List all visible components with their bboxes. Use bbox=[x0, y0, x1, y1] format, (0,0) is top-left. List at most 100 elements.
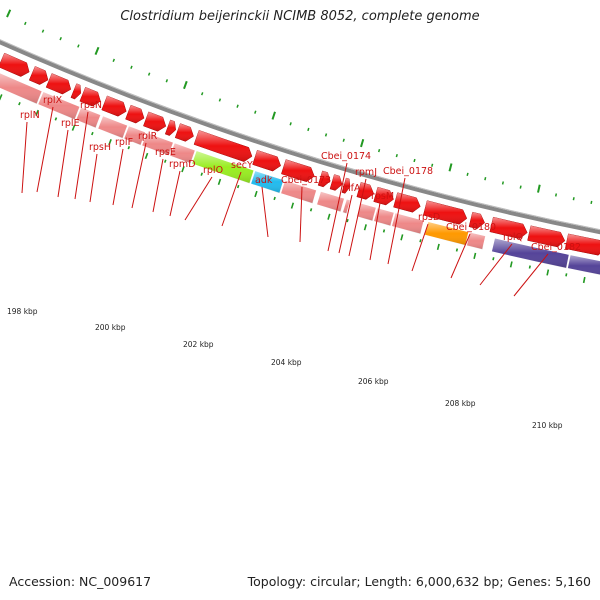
gene-label-leader bbox=[36, 106, 54, 193]
kbp-label: 202 kbp bbox=[183, 340, 214, 349]
gene-box-shade bbox=[250, 170, 284, 194]
track-tick bbox=[582, 276, 586, 284]
gene-label: Cbei_0180 bbox=[446, 222, 496, 233]
gene-label: rplF bbox=[115, 137, 133, 148]
cds-arrow-shade bbox=[356, 182, 374, 200]
scale-tick bbox=[6, 9, 12, 18]
track-tick bbox=[181, 166, 185, 173]
scale-tick bbox=[165, 79, 169, 83]
gene-box-shade bbox=[391, 212, 425, 235]
gene-label-leader bbox=[348, 178, 367, 257]
gene-label: rpsH bbox=[89, 142, 111, 153]
scale-tick bbox=[501, 181, 505, 185]
page-title: Clostridium beijerinckii NCIMB 8052, com… bbox=[120, 9, 480, 24]
track-tick bbox=[54, 117, 58, 121]
gene-label-leader bbox=[152, 158, 164, 213]
cds-arrow-shade bbox=[70, 83, 81, 100]
track-tick bbox=[108, 139, 112, 146]
cds-arrow-shade bbox=[79, 87, 101, 107]
gene-label: rpsE bbox=[155, 147, 176, 158]
track-tick bbox=[163, 159, 167, 163]
gene-label: secY bbox=[231, 160, 253, 171]
scale-tick bbox=[183, 80, 188, 90]
track-tick bbox=[91, 131, 94, 136]
backbone-highlight bbox=[0, 39, 600, 231]
gene-label: rplR bbox=[138, 131, 158, 142]
track-tick bbox=[509, 261, 513, 268]
gene-box-shade bbox=[169, 142, 196, 164]
gene-label-leader bbox=[479, 243, 513, 286]
gene-box-shade bbox=[0, 72, 43, 104]
scale-tick bbox=[218, 98, 222, 102]
cds-arrow-shade bbox=[318, 170, 331, 187]
track-tick bbox=[327, 213, 331, 220]
gene-label-leader bbox=[338, 194, 353, 254]
gene-box-shade bbox=[466, 232, 486, 250]
gene-box-shade bbox=[424, 221, 469, 246]
track-tick bbox=[200, 172, 203, 176]
gene-label: Cbei_0174 bbox=[321, 151, 371, 162]
scale-tick bbox=[236, 104, 239, 108]
scale-tick bbox=[448, 163, 453, 172]
kbp-label: 210 kbp bbox=[532, 421, 563, 430]
gene-box-shade bbox=[356, 203, 377, 221]
gene-box-shade bbox=[37, 91, 80, 120]
gene-box-shade bbox=[342, 198, 351, 214]
gene-label: Cbei_0178 bbox=[383, 166, 433, 177]
track-tick bbox=[419, 239, 422, 243]
track-tick bbox=[18, 102, 21, 106]
gene-label: adk bbox=[255, 175, 273, 186]
track-tick bbox=[382, 229, 386, 233]
scale-tick bbox=[130, 65, 133, 69]
track-tick bbox=[346, 218, 349, 223]
scale-tick bbox=[112, 58, 116, 63]
gene-label-leader bbox=[112, 148, 124, 206]
track-tick bbox=[290, 202, 295, 209]
gene-label-leader bbox=[21, 121, 28, 194]
track-tick bbox=[71, 124, 76, 131]
scale-tick bbox=[431, 163, 434, 167]
scale-tick bbox=[94, 46, 100, 56]
scale-tick bbox=[41, 29, 45, 33]
gene-box-shade bbox=[97, 115, 128, 139]
gene-label: rpmD bbox=[169, 159, 196, 170]
scale-tick bbox=[572, 197, 575, 201]
gene-label-leader bbox=[369, 202, 381, 261]
gene-box-shade bbox=[280, 180, 317, 204]
gene-label-leader bbox=[450, 233, 471, 279]
cds-arrow-shade bbox=[29, 66, 49, 85]
kbp-label: 198 kbp bbox=[7, 307, 38, 316]
summary-text: Topology: circular; Length: 6,000,632 bp… bbox=[247, 574, 591, 589]
cds-arrow-shade bbox=[393, 192, 421, 213]
scale-tick bbox=[466, 172, 469, 176]
cds-arrow-shade bbox=[252, 150, 281, 172]
gene-label: rplN bbox=[20, 110, 40, 121]
scale-tick bbox=[360, 138, 365, 148]
scale-tick bbox=[324, 133, 328, 137]
cds-arrow-shade bbox=[527, 225, 565, 247]
scale-tick bbox=[147, 72, 151, 76]
gene-label: rplQ bbox=[503, 232, 523, 243]
gene-label-leader bbox=[221, 171, 242, 227]
gene-label-leader bbox=[57, 129, 69, 198]
cds-arrow-shade bbox=[565, 233, 600, 256]
scale-tick bbox=[289, 122, 292, 126]
gene-label: rpsM bbox=[371, 191, 394, 202]
scale-tick bbox=[307, 127, 310, 132]
scale-tick bbox=[24, 21, 27, 26]
kbp-label: 208 kbp bbox=[445, 399, 476, 408]
scale-tick bbox=[395, 153, 398, 158]
track-tick bbox=[400, 234, 404, 241]
track-tick bbox=[273, 196, 276, 201]
track-tick bbox=[254, 190, 258, 198]
gene-label-leader bbox=[184, 176, 213, 221]
backbone bbox=[0, 39, 600, 235]
scale-tick bbox=[342, 138, 345, 142]
scale-tick bbox=[271, 111, 276, 120]
cds-arrow-shade bbox=[423, 200, 467, 225]
gene-label-leader bbox=[261, 186, 269, 238]
cds-arrow-shade bbox=[125, 105, 145, 124]
cds-arrow-shade bbox=[175, 123, 194, 142]
scale-tick bbox=[590, 200, 593, 205]
cds-arrow-shade bbox=[330, 174, 343, 191]
